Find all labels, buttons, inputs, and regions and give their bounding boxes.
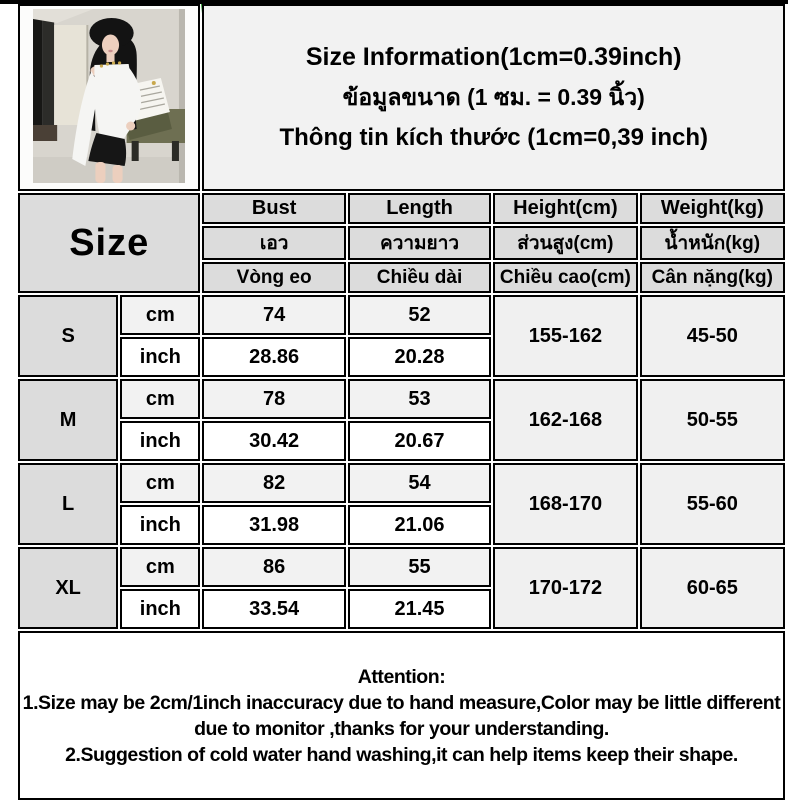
length-cm-value: 52 bbox=[347, 295, 492, 335]
title-en: Size Information(1cm=0.39inch) bbox=[305, 43, 682, 71]
attention-item: 1.Size may be 2cm/1inch inaccuracy due t… bbox=[22, 691, 781, 740]
size-label-l: L bbox=[18, 463, 119, 545]
bust-inch-value: 33.54 bbox=[202, 589, 346, 629]
weight-range: 45-50 bbox=[639, 295, 785, 377]
table-row: XL cm 86 55 170-172 60-65 bbox=[18, 547, 785, 629]
product-photo-cell bbox=[18, 4, 201, 191]
left-sleeve bbox=[72, 71, 100, 166]
unit-label: cm bbox=[120, 295, 201, 335]
size-label-s: S bbox=[18, 295, 119, 377]
header-row-vi: Vòng eo Chiều dài Chiều cao(cm) Cân nặng… bbox=[18, 262, 785, 293]
length-cm-value: 54 bbox=[347, 463, 492, 503]
col-header-weight-vi: Cân nặng(kg) bbox=[639, 262, 785, 293]
model-figure bbox=[72, 18, 142, 183]
bust-inch-value: 31.98 bbox=[202, 505, 346, 545]
attention-row: Attention: 1.Size may be 2cm/1inch inacc… bbox=[18, 631, 785, 800]
col-header-length-th: ความยาว bbox=[347, 226, 492, 260]
hand bbox=[126, 121, 136, 131]
size-chart-table: Size Information(1cm=0.39inch) ข้อมูลขนา… bbox=[16, 2, 787, 802]
length-inch-value: 21.45 bbox=[347, 589, 492, 629]
table-row: S cm 74 52 155-162 45-50 bbox=[18, 295, 785, 377]
col-header-bust-th: เอว bbox=[202, 226, 346, 260]
leg bbox=[112, 165, 123, 183]
col-header-height-th: ส่วนสูง(cm) bbox=[493, 226, 638, 260]
unit-label: inch bbox=[120, 589, 201, 629]
length-inch-value: 20.67 bbox=[347, 421, 492, 461]
bust-cm-value: 74 bbox=[202, 295, 346, 335]
attention-item: 2.Suggestion of cold water hand washing,… bbox=[65, 743, 738, 766]
col-header-length-en: Length bbox=[347, 193, 492, 224]
weight-range: 55-60 bbox=[639, 463, 785, 545]
header-row-en: Size Bust Length Height(cm) Weight(kg) bbox=[18, 193, 785, 293]
col-header-height-en: Height(cm) bbox=[493, 193, 638, 224]
top-border-bar bbox=[0, 0, 788, 4]
height-range: 168-170 bbox=[493, 463, 638, 545]
size-label-m: M bbox=[18, 379, 119, 461]
size-label-xl: XL bbox=[18, 547, 119, 629]
table-row: M cm 78 53 162-168 50-55 bbox=[18, 379, 785, 461]
col-header-bust-vi: Vòng eo bbox=[202, 262, 346, 293]
doorway-dark bbox=[33, 9, 43, 127]
header-row-th: เอว ความยาว ส่วนสูง(cm) น้ำหนัก(kg) bbox=[18, 226, 785, 260]
leg bbox=[95, 162, 106, 183]
unit-label: cm bbox=[120, 547, 201, 587]
white-top bbox=[94, 64, 135, 142]
product-photo bbox=[33, 9, 186, 183]
table-row: L cm 82 54 168-170 55-60 bbox=[18, 463, 785, 545]
height-range: 170-172 bbox=[493, 547, 638, 629]
length-inch-value: 21.06 bbox=[347, 505, 492, 545]
unit-label: cm bbox=[120, 379, 201, 419]
title-th: ข้อมูลขนาด (1 ซม. = 0.39 นิ้ว) bbox=[342, 84, 645, 110]
right-sleeve bbox=[122, 66, 142, 126]
height-range: 162-168 bbox=[493, 379, 638, 461]
skirt bbox=[88, 133, 127, 166]
col-header-weight-en: Weight(kg) bbox=[639, 193, 785, 224]
table-row: inch 30.42 20.67 bbox=[18, 421, 785, 461]
bust-cm-value: 78 bbox=[202, 379, 346, 419]
table-row: inch 28.86 20.28 bbox=[18, 337, 785, 377]
bust-inch-value: 28.86 bbox=[202, 337, 346, 377]
table-row: inch 31.98 21.06 bbox=[18, 505, 785, 545]
size-header: Size bbox=[18, 193, 201, 293]
length-cm-value: 55 bbox=[347, 547, 492, 587]
media-title-row: Size Information(1cm=0.39inch) ข้อมูลขนา… bbox=[18, 4, 785, 191]
col-header-height-vi: Chiều cao(cm) bbox=[493, 262, 638, 293]
bust-cm-value: 82 bbox=[202, 463, 346, 503]
weight-range: 60-65 bbox=[639, 547, 785, 629]
bust-cm-value: 86 bbox=[202, 547, 346, 587]
weight-range: 50-55 bbox=[639, 379, 785, 461]
attention-note: Attention: 1.Size may be 2cm/1inch inacc… bbox=[18, 631, 785, 800]
unit-label: cm bbox=[120, 463, 201, 503]
unit-label: inch bbox=[120, 337, 201, 377]
table-row: inch 33.54 21.45 bbox=[18, 589, 785, 629]
col-header-length-vi: Chiều dài bbox=[347, 262, 492, 293]
size-info-title-cell: Size Information(1cm=0.39inch) ข้อมูลขนา… bbox=[202, 4, 785, 191]
unit-label: inch bbox=[120, 505, 201, 545]
title-vi: Thông tin kích thước (1cm=0,39 inch) bbox=[279, 124, 708, 151]
bust-inch-value: 30.42 bbox=[202, 421, 346, 461]
attention-heading: Attention: bbox=[357, 665, 446, 688]
unit-label: inch bbox=[120, 421, 201, 461]
length-inch-value: 20.28 bbox=[347, 337, 492, 377]
height-range: 155-162 bbox=[493, 295, 638, 377]
size-chart-sheet: Size Information(1cm=0.39inch) ข้อมูลขนา… bbox=[16, 2, 787, 802]
length-cm-value: 53 bbox=[347, 379, 492, 419]
col-header-weight-th: น้ำหนัก(kg) bbox=[639, 226, 785, 260]
col-header-bust-en: Bust bbox=[202, 193, 346, 224]
face bbox=[102, 34, 120, 56]
